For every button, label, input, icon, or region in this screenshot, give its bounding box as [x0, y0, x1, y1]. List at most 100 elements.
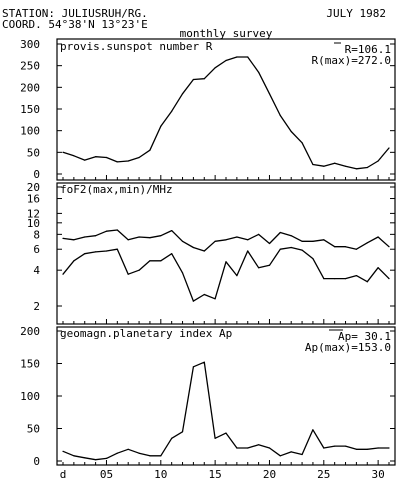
fof2-data-point: [258, 267, 260, 269]
ap-data-point: [268, 447, 271, 449]
fof2-data-point: [95, 235, 97, 237]
fof2-data-point: [323, 278, 325, 280]
subtitle-label: monthly survey: [180, 27, 273, 40]
ap-data-point: [377, 447, 379, 449]
fof2-data-point: [290, 235, 292, 237]
sunspot-y-tick-label: 100: [20, 125, 40, 138]
fof2-data-point: [62, 273, 64, 275]
sunspot-data-point: [73, 155, 75, 157]
fof2-data-point: [149, 260, 151, 262]
fof2-data-point: [323, 239, 325, 241]
fof2-data-point: [268, 264, 271, 266]
fof2-data-point: [192, 246, 194, 249]
sunspot-data-point: [127, 160, 129, 162]
sunspot-points: [62, 56, 390, 170]
fof2-data-point: [225, 239, 227, 241]
fof2-data-point: [203, 293, 205, 296]
fof2-data-point: [344, 246, 347, 248]
fof2-data-point: [301, 240, 303, 242]
fof2-data-point: [160, 260, 162, 262]
fof2-data-point: [192, 300, 194, 302]
sunspot-data-point: [290, 130, 292, 133]
ap-data-point: [214, 437, 216, 439]
ap-data-point: [323, 447, 325, 449]
sunspot-data-point: [377, 160, 379, 162]
fof2-data-point: [247, 239, 249, 241]
day-x-tick-label: 15: [209, 468, 222, 480]
day-x-tick-label: 05: [100, 468, 113, 480]
fof2-data-point: [181, 240, 184, 242]
sunspot-data-point: [301, 142, 303, 144]
fof2-data-point: [268, 242, 271, 245]
fof2-data-point: [127, 273, 129, 275]
sunspot-data-point: [105, 156, 108, 159]
ap-y-tick-label: 50: [27, 423, 40, 436]
ap-mean-label: Ap= 30.1: [338, 330, 391, 343]
sunspot-data-point: [355, 168, 357, 170]
fof2-data-point: [355, 275, 357, 277]
fof2-data-point: [377, 267, 379, 269]
fof2-data-point: [247, 250, 249, 252]
ap-data-point: [203, 361, 205, 363]
sunspot-y-ticks: 300 250 200 150 100 50 0: [20, 38, 395, 181]
sunspot-data-point: [236, 56, 238, 58]
ap-data-point: [301, 453, 303, 456]
station-label: STATION: JULIUSRUH/RG.: [2, 7, 148, 20]
fof2-data-point: [171, 230, 173, 232]
fof2-data-point: [301, 249, 303, 251]
sunspot-data-point: [247, 56, 249, 58]
sunspot-y-tick-label: 250: [20, 60, 40, 73]
fof2-data-point: [203, 250, 205, 252]
ap-data-point: [279, 455, 281, 457]
ap-max-label: Ap(max)=153.0: [305, 341, 391, 354]
fof2-data-point: [225, 261, 227, 263]
fof2-data-point: [334, 246, 336, 248]
ap-data-point: [247, 447, 249, 449]
sunspot-y-tick-label: 300: [20, 38, 40, 51]
sunspot-data-point: [388, 147, 390, 149]
sunspot-data-point: [334, 162, 336, 164]
sunspot-data-point: [62, 151, 64, 153]
fof2-data-point: [127, 239, 129, 241]
fof2-data-point: [171, 253, 173, 255]
fof2-y-tick-label: 8: [33, 228, 40, 241]
ap-y-tick-label: 200: [20, 325, 40, 338]
day-x-tick-label: 30: [372, 468, 385, 480]
sunspot-data-point: [323, 165, 325, 167]
ap-data-point: [334, 445, 336, 447]
fof2-data-point: [160, 235, 162, 237]
sunspot-data-point: [279, 114, 281, 117]
date-label: JULY 1982: [326, 7, 386, 20]
fof2-data-point: [105, 230, 108, 232]
sunspot-data-point: [149, 149, 151, 151]
ap-y-tick-label: 150: [20, 358, 40, 371]
sunspot-data-point: [116, 161, 118, 163]
sunspot-y-tick-label: 200: [20, 81, 40, 94]
sunspot-data-point: [268, 93, 271, 95]
fof2-data-point: [214, 240, 216, 242]
fof2-y-tick-label: 16: [27, 193, 40, 206]
sunspot-data-point: [366, 166, 368, 169]
ap-data-point: [149, 455, 151, 457]
fof2-data-point: [116, 248, 118, 250]
ap-data-point: [105, 457, 108, 459]
day-x-tick-label: 20: [263, 468, 276, 480]
fof2-data-point: [73, 260, 75, 262]
day-x-ticks: d 05 10 15 20 25 30: [60, 468, 385, 480]
sunspot-data-point: [312, 163, 314, 166]
fof2-min-line: [62, 246, 390, 302]
fof2-data-point: [181, 272, 184, 274]
sunspot-panel: provis.sunspot number R R=106.1 R(max)=2…: [20, 38, 396, 181]
fof2-data-point: [388, 246, 390, 248]
fof2-data-point: [290, 246, 292, 249]
fof2-data-point: [236, 275, 238, 277]
ap-data-point: [73, 455, 75, 457]
sunspot-data-point: [192, 78, 194, 81]
ap-data-point: [312, 429, 314, 431]
ap-data-point: [84, 457, 86, 459]
ap-data-point: [171, 437, 173, 439]
sunspot-data-point: [203, 78, 205, 80]
sunspot-data-point: [225, 59, 227, 62]
